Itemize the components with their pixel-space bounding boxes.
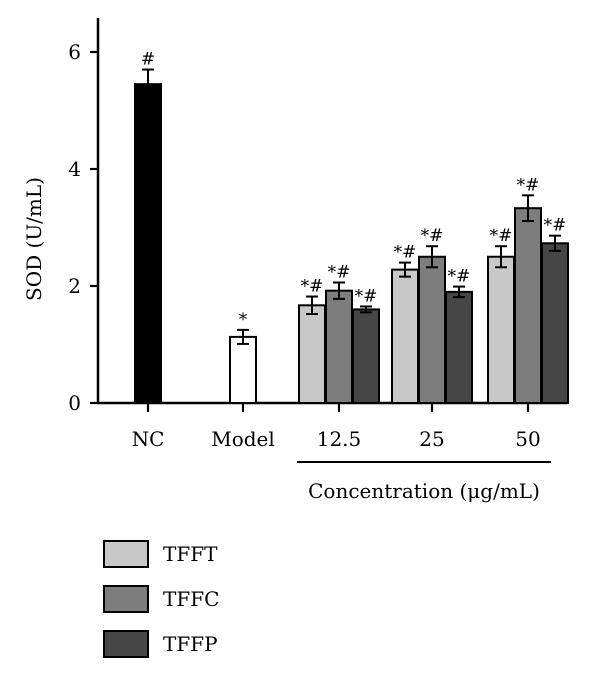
bar-model bbox=[229, 335, 257, 404]
legend-swatch-tfft bbox=[103, 540, 149, 568]
significance-label: *# bbox=[355, 286, 378, 306]
y-tick-label: 6 bbox=[68, 40, 81, 64]
x-tick-label: 25 bbox=[419, 427, 444, 451]
x-tick-label: NC bbox=[132, 427, 165, 451]
significance-label: *# bbox=[301, 277, 324, 297]
x-axis-label: Concentration (μg/mL) bbox=[308, 479, 540, 503]
labels: #**#*#*#*#*#*#*#*#*# bbox=[141, 50, 567, 330]
bar-tffc-50 bbox=[514, 207, 542, 404]
y-axis-label: SOD (U/mL) bbox=[22, 177, 46, 301]
legend-swatch-tffc bbox=[103, 585, 149, 613]
bar-nc bbox=[134, 83, 162, 405]
x-tick-label: 12.5 bbox=[317, 427, 362, 451]
bar-tffp-12.5 bbox=[352, 308, 380, 404]
y-tick-label: 4 bbox=[68, 157, 81, 181]
significance-label: * bbox=[239, 310, 248, 330]
bars bbox=[134, 68, 569, 405]
significance-label: # bbox=[141, 50, 155, 70]
significance-label: *# bbox=[490, 226, 513, 246]
bar-tffc-25 bbox=[418, 255, 446, 404]
significance-label: *# bbox=[544, 216, 567, 236]
bar-tfft-50 bbox=[487, 255, 515, 404]
legend-label-tffc: TFFC bbox=[163, 587, 219, 611]
bar-tffp-25 bbox=[445, 290, 473, 405]
legend-label-tfft: TFFT bbox=[163, 542, 218, 566]
axes: 0 2 4 6 NC Model 12.5 25 50 bbox=[68, 18, 567, 463]
legend: TFFT TFFC TFFP bbox=[103, 540, 219, 658]
legend-label-tffp: TFFP bbox=[163, 632, 218, 656]
bar-tffp-50 bbox=[541, 242, 569, 404]
bar-tffc-12.5 bbox=[325, 289, 353, 404]
bar-tfft-25 bbox=[391, 268, 419, 404]
x-tick-label: Model bbox=[211, 427, 275, 451]
significance-label: *# bbox=[448, 267, 471, 287]
significance-label: *# bbox=[328, 262, 351, 282]
y-tick-label: 0 bbox=[68, 391, 81, 415]
y-tick-label: 2 bbox=[68, 274, 81, 298]
significance-label: *# bbox=[394, 243, 417, 263]
legend-swatch-tffp bbox=[103, 630, 149, 658]
x-tick-label: 50 bbox=[515, 427, 540, 451]
significance-label: *# bbox=[421, 226, 444, 246]
significance-label: *# bbox=[517, 175, 540, 195]
bar-tfft-12.5 bbox=[298, 304, 326, 404]
